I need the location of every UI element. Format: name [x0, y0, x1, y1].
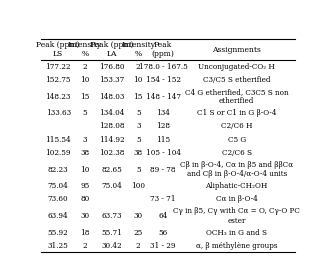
Text: 2: 2 [83, 242, 87, 250]
Text: 128.08: 128.08 [99, 122, 124, 130]
Text: 154 - 152: 154 - 152 [146, 76, 180, 84]
Text: 75.04: 75.04 [101, 182, 122, 190]
Text: 2: 2 [83, 63, 87, 71]
Text: 5: 5 [83, 109, 87, 117]
Text: 133.63: 133.63 [46, 109, 71, 117]
Text: 95: 95 [80, 182, 90, 190]
Text: C5 G: C5 G [228, 136, 246, 144]
Text: 55.92: 55.92 [48, 229, 69, 237]
Text: 30: 30 [80, 212, 90, 220]
Text: Cβ in β-O-4, Cα in β5 and ββCα
and Cβ in β-O-4/α-O-4 units: Cβ in β-O-4, Cα in β5 and ββCα and Cβ in… [180, 161, 293, 178]
Text: C4 G etherified, C3C5 S non
etherified: C4 G etherified, C3C5 S non etherified [185, 88, 289, 105]
Text: Peak (ppm)
LS: Peak (ppm) LS [36, 41, 80, 58]
Text: 73.60: 73.60 [48, 195, 69, 203]
Text: Intensity
%: Intensity % [68, 41, 102, 58]
Text: 148.03: 148.03 [99, 93, 124, 100]
Text: 10: 10 [80, 76, 90, 84]
Text: 177.22: 177.22 [45, 63, 71, 71]
Text: 31 - 29: 31 - 29 [150, 242, 176, 250]
Text: OCH₃ in G and S: OCH₃ in G and S [206, 229, 267, 237]
Text: 89 - 78: 89 - 78 [150, 165, 176, 174]
Text: 63.73: 63.73 [101, 212, 122, 220]
Text: 178.0 - 167.5: 178.0 - 167.5 [139, 63, 187, 71]
Text: 5: 5 [136, 165, 140, 174]
Text: 10: 10 [133, 76, 143, 84]
Text: 15: 15 [80, 93, 90, 100]
Text: Aliphatic-CH₂OH: Aliphatic-CH₂OH [206, 182, 268, 190]
Text: 115.54: 115.54 [45, 136, 71, 144]
Text: Cγ in β5, Cγ with Cα = O, Cγ-O PC
ester: Cγ in β5, Cγ with Cα = O, Cγ-O PC ester [173, 207, 300, 225]
Text: 18: 18 [80, 229, 90, 237]
Text: 30: 30 [134, 212, 143, 220]
Text: 3: 3 [136, 122, 140, 130]
Text: 148.23: 148.23 [46, 93, 71, 100]
Text: 5: 5 [136, 136, 140, 144]
Text: 3: 3 [83, 136, 87, 144]
Text: 114.92: 114.92 [99, 136, 124, 144]
Text: 73 - 71: 73 - 71 [150, 195, 176, 203]
Text: 5: 5 [136, 109, 140, 117]
Text: C2/C6 H: C2/C6 H [221, 122, 253, 130]
Text: 153.37: 153.37 [99, 76, 124, 84]
Text: 102.59: 102.59 [45, 149, 71, 157]
Text: 30.42: 30.42 [101, 242, 122, 250]
Text: 80: 80 [80, 195, 90, 203]
Text: C2/C6 S: C2/C6 S [222, 149, 252, 157]
Text: α, β méthylène groups: α, β méthylène groups [196, 242, 277, 250]
Text: Cα in β-O-4: Cα in β-O-4 [216, 195, 257, 203]
Text: 15: 15 [133, 93, 143, 100]
Text: 134: 134 [156, 109, 170, 117]
Text: Unconjugated-CO₂ H: Unconjugated-CO₂ H [198, 63, 275, 71]
Text: 82.23: 82.23 [48, 165, 69, 174]
Text: Peak
(ppm): Peak (ppm) [152, 41, 174, 58]
Text: 64: 64 [158, 212, 168, 220]
Text: 38: 38 [134, 149, 143, 157]
Text: 115: 115 [156, 136, 170, 144]
Text: 102.38: 102.38 [99, 149, 124, 157]
Text: 134.04: 134.04 [99, 109, 124, 117]
Text: 55.71: 55.71 [101, 229, 122, 237]
Text: 25: 25 [133, 229, 143, 237]
Text: 38: 38 [80, 149, 90, 157]
Text: 2: 2 [136, 242, 140, 250]
Text: 31.25: 31.25 [48, 242, 69, 250]
Text: 128: 128 [156, 122, 170, 130]
Text: C3/C5 S etherified: C3/C5 S etherified [203, 76, 271, 84]
Text: 10: 10 [80, 165, 90, 174]
Text: 148 - 147: 148 - 147 [146, 93, 180, 100]
Text: 176.80: 176.80 [99, 63, 124, 71]
Text: 75.04: 75.04 [48, 182, 69, 190]
Text: 105 - 104: 105 - 104 [146, 149, 180, 157]
Text: Assignments: Assignments [212, 46, 261, 54]
Text: 100: 100 [131, 182, 145, 190]
Text: 56: 56 [158, 229, 168, 237]
Text: 152.75: 152.75 [45, 76, 71, 84]
Text: C1 S or C1 in G β-O-4: C1 S or C1 in G β-O-4 [197, 109, 277, 117]
Text: 63.94: 63.94 [48, 212, 69, 220]
Text: Peak (ppm)
LA: Peak (ppm) LA [90, 41, 133, 58]
Text: 82.65: 82.65 [101, 165, 122, 174]
Text: 2: 2 [136, 63, 140, 71]
Text: Intensity
%: Intensity % [121, 41, 155, 58]
